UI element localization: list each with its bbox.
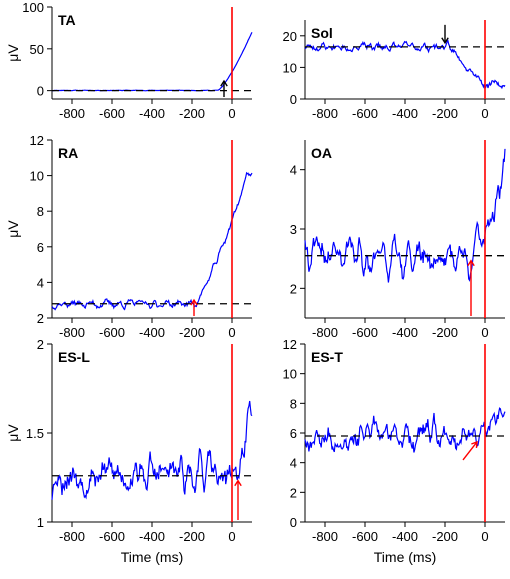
onset-arrow-head: [471, 440, 478, 449]
x-tick-label: -600: [352, 529, 378, 544]
x-tick-label: -400: [139, 106, 165, 121]
y-tick-label: 10: [283, 367, 297, 382]
y-tick-label: 4: [290, 456, 297, 471]
y-tick-label: 6: [290, 426, 297, 441]
x-tick-label: -600: [99, 106, 125, 121]
y-tick-label: 3: [290, 222, 297, 237]
emg-trace: [304, 407, 506, 453]
emg-trace: [304, 39, 506, 90]
x-tick-label: 0: [481, 325, 488, 340]
panel-es-t: -800 -600 -400 -200 0 0 2 4 6 8 10 12 ES-T Time (ms): [283, 337, 506, 565]
y-tick-label: 4: [290, 163, 297, 178]
x-tick-label: -800: [312, 325, 338, 340]
panel-title: OA: [311, 145, 332, 161]
y-tick-label: 2: [37, 337, 44, 352]
x-tick-label: 0: [228, 106, 235, 121]
panel-es-l: -800 -600 -400 -200 0 1 1.5 2 ES-L μV Time (ms): [5, 337, 253, 565]
x-tick-label: -400: [392, 529, 418, 544]
panel-ra: -800 -600 -400 -200 0 2 4 6 8 10 12 RA μV: [5, 133, 253, 340]
x-tick-label: -400: [392, 325, 418, 340]
y-axis-label: μV: [5, 424, 21, 442]
y-tick-label: 1: [37, 515, 44, 530]
x-tick-label: -400: [139, 325, 165, 340]
onset-arrow: [462, 441, 478, 461]
y-tick-label: 10: [30, 169, 44, 184]
x-tick-label: -800: [312, 529, 338, 544]
x-tick-label: 0: [228, 529, 235, 544]
onset-arrow-head: [467, 259, 475, 267]
panel-title: TA: [58, 12, 76, 28]
x-tick-label: -400: [392, 106, 418, 121]
y-tick-label: 2: [37, 311, 44, 326]
x-axis-label: Time (ms): [121, 549, 183, 565]
x-tick-label: -800: [59, 529, 85, 544]
y-tick-label: 6: [37, 240, 44, 255]
x-tick-label: -600: [352, 325, 378, 340]
emg-trace: [51, 32, 253, 92]
x-tick-label: -800: [312, 106, 338, 121]
x-tick-label: -800: [59, 106, 85, 121]
x-tick-label: -600: [99, 325, 125, 340]
y-tick-label: 8: [37, 204, 44, 219]
y-tick-label: 2: [290, 485, 297, 500]
y-tick-label: 0: [290, 515, 297, 530]
x-tick-label: -200: [179, 529, 205, 544]
onset-arrow-head: [234, 479, 242, 487]
y-tick-label: 50: [30, 42, 44, 57]
y-tick-label: 100: [22, 0, 44, 15]
x-tick-label: 0: [481, 529, 488, 544]
x-tick-label: -200: [432, 325, 458, 340]
panel-title: Sol: [311, 25, 333, 41]
y-tick-label: 12: [283, 337, 297, 352]
x-tick-label: -200: [179, 325, 205, 340]
panel-title: RA: [58, 145, 78, 161]
emg-trace: [51, 171, 253, 311]
y-tick-label: 0: [290, 92, 297, 107]
y-axis-label: μV: [5, 44, 21, 62]
x-tick-label: 0: [481, 106, 488, 121]
x-tick-label: -200: [432, 529, 458, 544]
x-tick-label: -200: [179, 106, 205, 121]
y-tick-label: 20: [283, 29, 297, 44]
x-tick-label: -800: [59, 325, 85, 340]
panel-ta: -800 -600 -400 -200 0 0 50 100 TA μV: [5, 0, 253, 121]
y-tick-label: 1.5: [26, 426, 44, 441]
x-tick-label: -200: [432, 106, 458, 121]
y-axis-label: μV: [5, 220, 21, 238]
panel-oa: -800 -600 -400 -200 0 2 3 4 OA: [290, 140, 506, 340]
y-tick-label: 8: [290, 396, 297, 411]
x-tick-label: -400: [139, 529, 165, 544]
y-tick-label: 12: [30, 133, 44, 148]
onset-arrow-head: [441, 37, 449, 45]
y-tick-label: 0: [37, 84, 44, 99]
y-tick-label: 10: [283, 60, 297, 75]
x-axis-label: Time (ms): [374, 549, 436, 565]
x-tick-label: -600: [352, 106, 378, 121]
emg-trace: [51, 400, 253, 500]
x-tick-label: 0: [228, 325, 235, 340]
panel-title: ES-T: [311, 349, 343, 365]
x-tick-label: -600: [99, 529, 125, 544]
panel-sol: -800 -600 -400 -200 0 0 10 20 Sol: [283, 20, 506, 121]
y-tick-label: 2: [290, 281, 297, 296]
onset-arrow-head: [220, 79, 228, 87]
y-tick-label: 4: [37, 275, 44, 290]
emg-trace: [304, 148, 506, 283]
panel-title: ES-L: [58, 349, 90, 365]
onset-arrow-head: [190, 298, 198, 306]
